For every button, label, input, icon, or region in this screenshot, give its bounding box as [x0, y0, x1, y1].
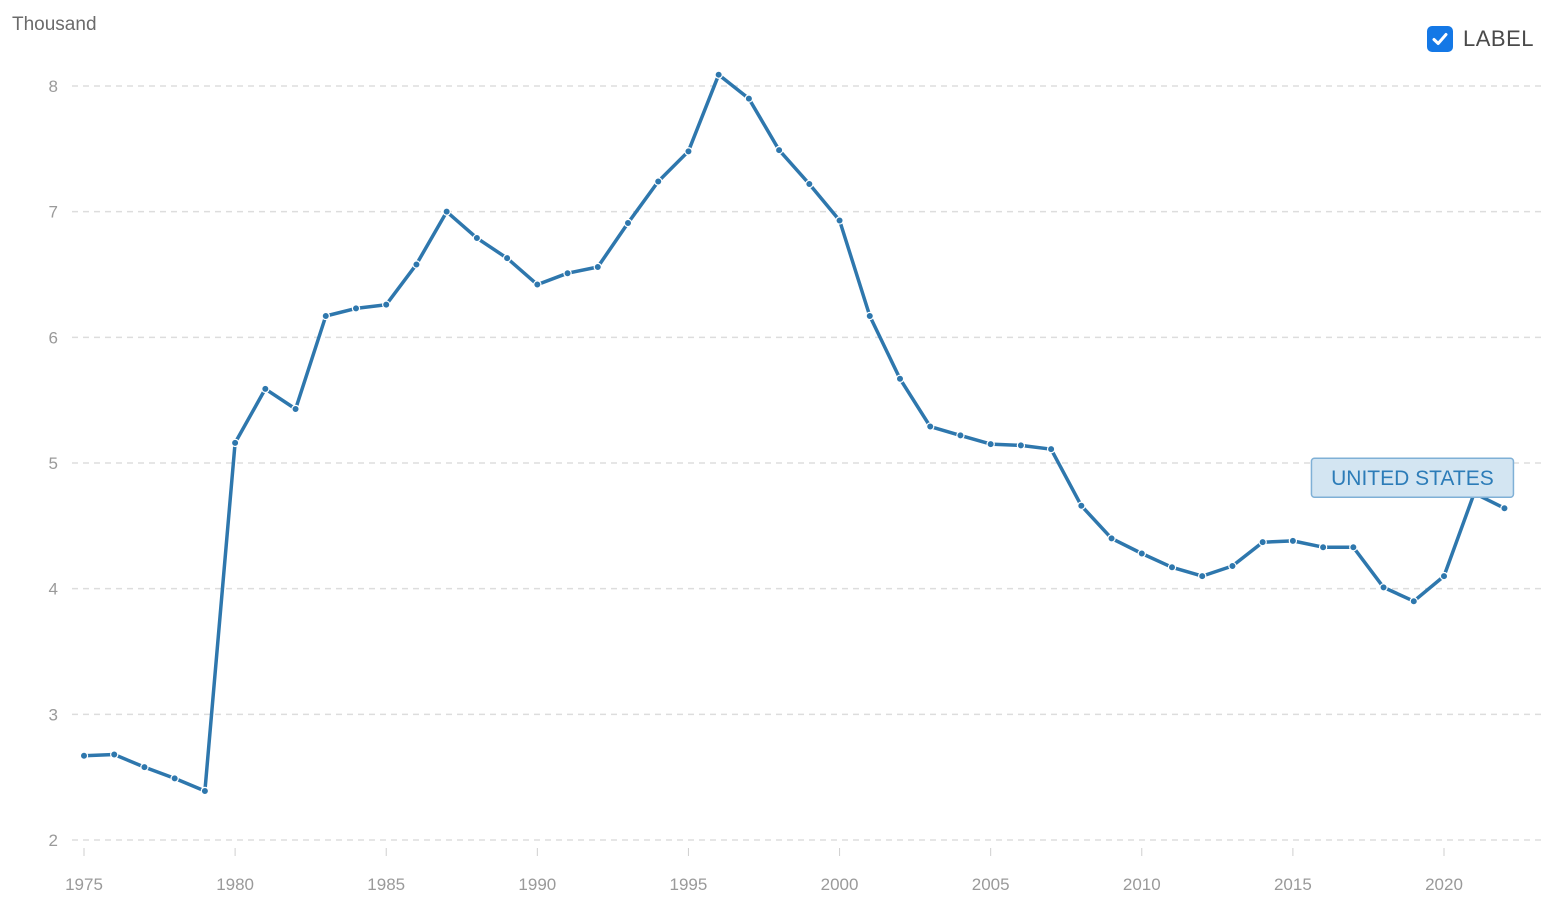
data-point[interactable] [351, 304, 361, 313]
series-label-united-states[interactable]: UNITED STATES [1310, 457, 1515, 498]
data-point[interactable] [895, 374, 905, 384]
data-point[interactable] [1318, 542, 1328, 552]
y-tick-label: 8 [49, 77, 58, 96]
data-point[interactable] [140, 762, 149, 772]
data-point[interactable] [835, 216, 844, 225]
series-label-text: UNITED STATES [1331, 467, 1494, 490]
label-toggle[interactable]: LABEL [1427, 26, 1534, 52]
data-point[interactable] [291, 404, 300, 414]
y-axis-unit-label: Thousand [12, 14, 97, 35]
data-point[interactable] [1137, 549, 1146, 558]
data-point[interactable] [1439, 571, 1449, 581]
series-label-layer: UNITED STATES [1310, 457, 1515, 498]
x-axis: 1975 1980 1985 1990 1995 2000 2005 2010 2015 2020 [65, 848, 1463, 894]
data-point[interactable] [956, 431, 965, 440]
y-tick-label: 3 [49, 705, 58, 724]
data-point[interactable] [1258, 537, 1267, 547]
data-point[interactable] [593, 262, 602, 272]
x-tick-label: 1975 [65, 875, 103, 894]
data-point[interactable] [1349, 542, 1358, 552]
label-toggle-text: LABEL [1463, 26, 1534, 51]
data-point[interactable] [79, 751, 89, 761]
data-point[interactable] [1379, 583, 1388, 592]
data-point[interactable] [472, 233, 482, 243]
data-point[interactable] [654, 177, 663, 186]
data-point[interactable] [261, 384, 270, 394]
x-tick-label: 1985 [367, 875, 405, 894]
data-point[interactable] [533, 280, 542, 289]
y-axis: 2 3 4 5 6 7 8 [49, 77, 58, 850]
data-point[interactable] [926, 422, 935, 431]
x-tick-label: 2020 [1425, 875, 1463, 894]
series-layer [79, 70, 1509, 796]
data-point[interactable] [1228, 561, 1237, 571]
x-tick-label: 2010 [1123, 875, 1161, 894]
y-tick-label: 4 [49, 580, 58, 599]
x-tick-label: 1990 [518, 875, 556, 894]
checkmark-icon[interactable] [1427, 26, 1453, 52]
x-tick-label: 1995 [670, 875, 708, 894]
data-point[interactable] [774, 145, 784, 155]
data-point[interactable] [170, 774, 179, 783]
data-point[interactable] [1077, 501, 1086, 510]
data-point[interactable] [382, 300, 391, 309]
data-point[interactable] [865, 311, 874, 321]
data-point[interactable] [1107, 534, 1116, 543]
x-tick-label: 2005 [972, 875, 1010, 894]
series-label-box [1310, 457, 1515, 498]
data-point[interactable] [200, 786, 210, 796]
y-tick-label: 5 [49, 454, 58, 473]
data-point[interactable] [1198, 571, 1207, 581]
data-point[interactable] [563, 269, 572, 278]
data-point[interactable] [1288, 536, 1298, 546]
data-point[interactable] [1500, 504, 1509, 513]
data-point[interactable] [110, 750, 119, 759]
x-tick-label: 2000 [821, 875, 859, 894]
data-point[interactable] [1016, 441, 1026, 450]
data-point[interactable] [623, 218, 633, 228]
data-point[interactable] [502, 253, 512, 263]
data-point[interactable] [744, 94, 754, 103]
data-point[interactable] [442, 207, 451, 216]
data-point[interactable] [1409, 597, 1418, 606]
data-point[interactable] [412, 260, 421, 269]
y-tick-label: 2 [49, 831, 58, 850]
y-tick-label: 7 [49, 203, 58, 222]
y-tick-label: 6 [49, 328, 58, 347]
gridlines [72, 85, 1546, 841]
x-tick-label: 1980 [216, 875, 254, 894]
data-point[interactable] [1046, 444, 1056, 454]
data-point[interactable] [230, 438, 240, 448]
data-point[interactable] [684, 147, 693, 156]
data-point[interactable] [321, 311, 330, 321]
series-line[interactable] [82, 72, 1507, 793]
data-point[interactable] [1167, 563, 1177, 572]
x-tick-label: 2015 [1274, 875, 1312, 894]
data-point[interactable] [714, 70, 723, 79]
data-point[interactable] [805, 179, 814, 189]
data-point[interactable] [986, 439, 995, 449]
